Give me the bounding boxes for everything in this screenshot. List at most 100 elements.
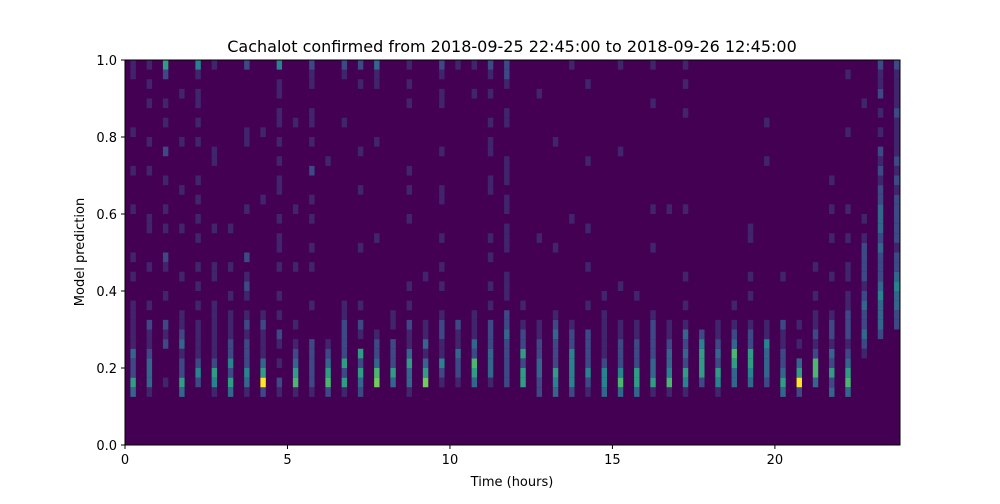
heatmap-cell [357,146,364,157]
heatmap-cell [829,175,835,186]
heatmap-cell [455,339,461,349]
heatmap-cell [130,387,136,397]
heatmap-cell [682,368,689,378]
heatmap-cell [309,387,315,397]
heatmap-cell [536,387,543,397]
heatmap-cell [455,368,461,378]
heatmap-cell [390,368,396,378]
heatmap-cell [260,339,266,349]
heatmap-cell [829,358,835,368]
heatmap-cell [292,339,299,349]
heatmap-cell [715,329,721,340]
heatmap-cell [877,60,884,70]
heatmap-cell [195,300,201,311]
heatmap-cell [487,69,494,80]
heatmap-cell [520,300,526,311]
heatmap-cell [260,387,266,397]
heatmap-cell [244,329,250,340]
heatmap-cell [162,223,169,234]
heatmap-cell [601,310,608,320]
heatmap-cell [374,348,380,359]
heatmap-cell [390,377,396,388]
heatmap-cell [309,69,315,80]
heatmap-cell [227,387,234,397]
heatmap-cell [260,127,266,137]
heatmap-cell [634,319,640,330]
heatmap-cell [894,79,900,89]
heatmap-cell [439,368,445,378]
heatmap-cell [764,329,770,340]
heatmap-cell [211,300,218,311]
heatmap-cell [422,339,429,349]
heatmap-cell [406,377,413,388]
heatmap-cell [845,69,851,80]
heatmap-cell [780,319,786,330]
heatmap-cell [455,358,461,368]
heatmap-cell [877,252,884,263]
heatmap-cell [487,137,494,147]
heatmap-cell [569,339,575,349]
heatmap-cell [504,339,510,349]
heatmap-cell [211,319,218,330]
heatmap-cell [162,319,169,330]
heatmap-cell [894,252,900,263]
heatmap-cell [439,146,445,157]
heatmap-cell [715,339,721,349]
heatmap-cell [877,156,884,166]
heatmap-cell [877,194,884,205]
heatmap-cell [211,368,218,378]
heatmap-cell [439,69,445,80]
heatmap-cell [894,271,900,282]
heatmap-cell [455,319,461,330]
heatmap-cell [179,137,185,147]
heatmap-cell [195,137,201,147]
heatmap-cell [894,60,900,70]
heatmap-cell [861,291,867,301]
heatmap-cell [211,377,218,388]
heatmap-cell [666,319,672,330]
heatmap-cell [861,233,867,243]
y-axis: 0.0 0.2 0.4 0.6 0.8 1.0 [96,54,125,454]
heatmap-cell [731,377,737,388]
heatmap-cell [520,377,526,388]
heatmap-cell [877,185,884,195]
heatmap-cell [439,88,445,99]
heatmap-cell [406,348,413,359]
heatmap-cell [829,377,835,388]
heatmap-cell [276,137,283,147]
heatmap-cell [747,233,754,243]
heatmap-cell [439,194,445,205]
heatmap-cell [309,137,315,147]
heatmap-cell [650,368,656,378]
heatmap-cell [520,368,526,378]
heatmap-cell [227,319,234,330]
heatmap-cell [195,348,201,359]
heatmap-cell [796,358,802,368]
heatmap-cell [130,377,136,388]
heatmap-cell [585,262,591,272]
heatmap-cell [422,329,429,340]
heatmap-cell [276,88,283,99]
heatmap-cell [877,223,884,234]
heatmap-cell [504,242,510,253]
heatmap-cell [845,339,851,349]
heatmap-cell [276,233,283,243]
heatmap-cell [487,368,494,378]
y-axis-label: Model prediction [73,198,88,306]
heatmap-cell [341,348,348,359]
heatmap-cell [487,329,494,340]
heatmap-cell [244,281,250,291]
heatmap-cell [552,137,559,147]
heatmap-cell [130,252,136,263]
heatmap-cell [585,377,591,388]
heatmap-cell [439,281,445,291]
heatmap-cells [130,60,900,397]
heatmap-cell [130,348,136,359]
heatmap-cell [877,310,884,320]
heatmap-cell [130,60,136,70]
heatmap-cell [585,223,591,234]
heatmap-cell [406,339,413,349]
heatmap-cell [487,339,494,349]
heatmap-cell [536,377,543,388]
heatmap-cell [699,358,705,368]
